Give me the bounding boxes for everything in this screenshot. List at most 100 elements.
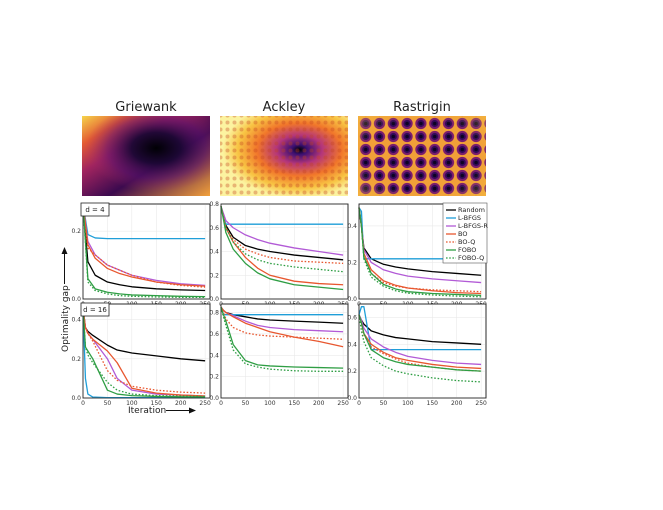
y-tick-label: 0.4 <box>71 317 81 324</box>
series-fobo <box>220 206 344 291</box>
series-bo <box>82 203 206 287</box>
panel-griewank-d16: 0 50 100 150 200 250 0.0 0.2 0.4d = 16 <box>71 302 211 407</box>
x-tick-label: 50 <box>104 400 112 407</box>
series-fobo <box>220 306 344 369</box>
y-tick-label: 0.0 <box>209 296 219 303</box>
legend-entry-l-bfgs: L-BFGS <box>458 214 481 222</box>
x-tick-label: 50 <box>242 400 250 407</box>
y-axis-label-group: Optimality gap <box>61 247 71 352</box>
plot-border <box>220 303 349 399</box>
series-bo <box>82 307 206 397</box>
x-tick-label: 100 <box>126 400 138 407</box>
legend-entry-l-bfgs-r: L-BFGS-R <box>458 222 488 230</box>
heatmap-griewank <box>82 116 210 196</box>
y-tick-label: 0.0 <box>347 395 357 402</box>
y-tick-label: 0.8 <box>209 201 219 208</box>
dimension-label: d = 4 <box>85 206 105 214</box>
heatmap-rastrigin <box>358 116 486 196</box>
x-tick-label: 50 <box>380 400 388 407</box>
series-l-bfgs <box>220 206 344 225</box>
y-tick-label: 0.2 <box>347 259 357 266</box>
series-fobo <box>82 203 206 298</box>
series-fobo <box>358 314 482 372</box>
x-tick-label: 0 <box>81 400 85 407</box>
series-l-bfgs <box>82 203 206 240</box>
x-tick-label: 0 <box>357 400 361 407</box>
legend-box <box>442 202 488 264</box>
plot-border <box>358 303 487 399</box>
x-tick-label: 200 <box>175 400 187 407</box>
series-l-bfgs-r <box>358 314 482 366</box>
series-bo-q <box>82 307 206 394</box>
x-tick-label: 250 <box>199 400 211 407</box>
panel-rastrigin-d16: 0 50 100 150 200 250 0.0 0.2 0.4 0.6 <box>347 303 487 407</box>
series-fobo-q <box>82 203 206 298</box>
dimension-box <box>80 202 110 217</box>
series-fobo-q <box>358 314 482 383</box>
y-tick-label: 0.2 <box>71 228 81 235</box>
series-fobo-q <box>220 206 344 273</box>
y-tick-label: 0.0 <box>347 296 357 303</box>
x-axis-arrowhead <box>189 407 196 414</box>
plot-border <box>220 203 349 300</box>
plot-border <box>82 303 211 399</box>
y-tick-label: 0.0 <box>71 395 81 402</box>
x-axis-label: Iteration <box>128 406 166 416</box>
series-bo <box>220 306 344 348</box>
y-tick-label: 0.4 <box>347 223 357 230</box>
y-tick-label: 0.4 <box>209 352 219 359</box>
dimension-box <box>80 302 110 317</box>
plot-frame <box>358 303 487 399</box>
x-tick-label: 100 <box>402 400 414 407</box>
y-tick-label: 0.4 <box>347 341 357 348</box>
legend-entry-bo: BO <box>458 230 467 238</box>
y-tick-label: 0.8 <box>209 310 219 317</box>
legend-entry-random: Random <box>458 206 485 214</box>
series-bo-q <box>358 207 482 293</box>
legend-entry-bo-q: BO-Q <box>458 238 475 246</box>
y-tick-label: 0.6 <box>209 225 219 232</box>
series-l-bfgs-r <box>82 203 206 287</box>
x-tick-label: 150 <box>289 400 301 407</box>
x-tick-label: 0 <box>219 400 223 407</box>
dimension-label: d = 16 <box>83 306 107 314</box>
title-rastrigin: Rastrigin <box>393 100 451 115</box>
legend-entry-fobo-q: FOBO-Q <box>458 254 484 262</box>
y-axis-label: Optimality gap <box>61 285 71 352</box>
title-griewank: Griewank <box>115 100 177 115</box>
title-ackley: Ackley <box>263 100 306 115</box>
panel-ackley-d16: 0 50 100 150 200 250 0.0 0.2 0.4 0.6 0.8 <box>209 303 349 407</box>
series-fobo-q <box>220 307 344 372</box>
legend-entry-fobo: FOBO <box>458 246 476 254</box>
y-tick-label: 0.2 <box>209 272 219 279</box>
series-bo-q <box>82 203 206 288</box>
x-tick-label: 150 <box>151 400 163 407</box>
y-tick-label: 0.4 <box>209 249 219 256</box>
series-random <box>82 203 206 292</box>
heatmap-ackley <box>220 116 348 196</box>
series-l-bfgs-r <box>220 206 344 256</box>
y-tick-label: 0.0 <box>209 395 219 402</box>
y-tick-label: 0.0 <box>71 296 81 303</box>
plot-border <box>82 203 211 300</box>
series-fobo-q <box>358 207 482 298</box>
x-tick-label: 200 <box>451 400 463 407</box>
y-tick-label: 0.6 <box>347 314 357 321</box>
x-tick-label: 100 <box>264 400 276 407</box>
y-tick-label: 0.2 <box>71 356 81 363</box>
series-random <box>220 206 344 261</box>
y-axis-arrowhead <box>61 247 68 254</box>
series-bo-q <box>358 314 482 372</box>
y-tick-label: 0.6 <box>209 331 219 338</box>
x-tick-label: 200 <box>313 400 325 407</box>
series-bo-q <box>220 306 344 340</box>
x-axis-label-group: Iteration <box>128 406 196 416</box>
x-tick-label: 250 <box>337 400 349 407</box>
plot-frame <box>82 203 211 300</box>
x-tick-label: 150 <box>427 400 439 407</box>
